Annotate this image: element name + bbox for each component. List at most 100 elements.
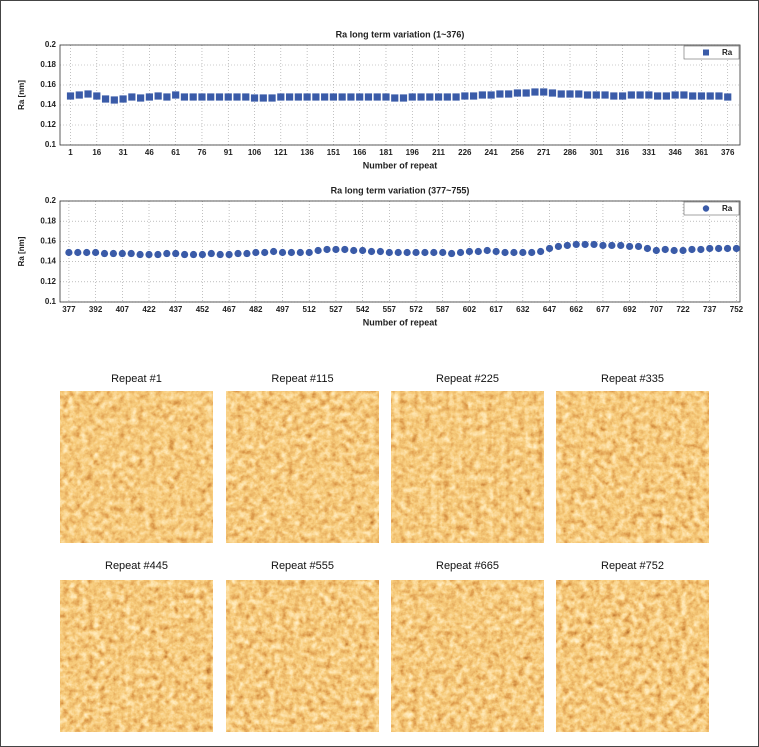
x-tick-label: 31 bbox=[119, 148, 128, 157]
point bbox=[564, 242, 571, 249]
point bbox=[341, 246, 348, 253]
point bbox=[172, 250, 179, 257]
x-tick-label: 512 bbox=[303, 305, 317, 314]
x-tick-label: 647 bbox=[543, 305, 557, 314]
point bbox=[404, 249, 411, 256]
x-tick-label: 16 bbox=[92, 148, 101, 157]
point bbox=[374, 93, 381, 100]
point bbox=[461, 92, 468, 99]
point bbox=[233, 93, 240, 100]
x-tick-label: 677 bbox=[596, 305, 610, 314]
point bbox=[452, 93, 459, 100]
point bbox=[519, 249, 526, 256]
x-tick-label: 722 bbox=[676, 305, 690, 314]
point bbox=[672, 91, 679, 98]
x-tick-label: 617 bbox=[489, 305, 503, 314]
x-tick-label: 166 bbox=[353, 148, 367, 157]
point bbox=[154, 251, 161, 258]
point bbox=[391, 94, 398, 101]
point bbox=[430, 249, 437, 256]
point bbox=[198, 93, 205, 100]
point bbox=[217, 251, 224, 258]
point bbox=[84, 90, 91, 97]
point bbox=[382, 93, 389, 100]
point bbox=[295, 93, 302, 100]
x-tick-label: 572 bbox=[409, 305, 423, 314]
y-tick-label: 0.12 bbox=[40, 120, 56, 129]
image-title: Repeat #555 bbox=[271, 560, 334, 572]
point bbox=[368, 248, 375, 255]
point bbox=[479, 91, 486, 98]
point bbox=[671, 247, 678, 254]
point bbox=[470, 92, 477, 99]
point bbox=[493, 248, 500, 255]
point bbox=[137, 251, 144, 258]
point bbox=[409, 93, 416, 100]
point bbox=[190, 93, 197, 100]
point bbox=[531, 88, 538, 95]
legend-label: Ra bbox=[722, 204, 733, 213]
point bbox=[599, 242, 606, 249]
point bbox=[277, 93, 284, 100]
point bbox=[226, 251, 233, 258]
point bbox=[315, 247, 322, 254]
point bbox=[359, 247, 366, 254]
point bbox=[65, 249, 72, 256]
x-tick-label: 392 bbox=[89, 305, 103, 314]
point bbox=[76, 91, 83, 98]
x-tick-label: 136 bbox=[300, 148, 314, 157]
point bbox=[330, 93, 337, 100]
y-axis-label: Ra [nm] bbox=[17, 80, 26, 110]
point bbox=[386, 249, 393, 256]
point bbox=[488, 91, 495, 98]
point bbox=[181, 93, 188, 100]
point bbox=[558, 90, 565, 97]
point bbox=[439, 249, 446, 256]
afm-image bbox=[391, 580, 544, 732]
legend-marker bbox=[703, 50, 709, 56]
x-tick-label: 407 bbox=[116, 305, 130, 314]
x-tick-label: 361 bbox=[695, 148, 709, 157]
x-tick-label: 557 bbox=[383, 305, 397, 314]
y-tick-label: 0.1 bbox=[45, 140, 57, 149]
point bbox=[546, 245, 553, 252]
y-tick-label: 0.2 bbox=[45, 196, 57, 205]
x-tick-label: 377 bbox=[62, 305, 76, 314]
point bbox=[635, 243, 642, 250]
point bbox=[261, 249, 268, 256]
point bbox=[573, 241, 580, 248]
point bbox=[181, 251, 188, 258]
point bbox=[172, 91, 179, 98]
point bbox=[689, 92, 696, 99]
point bbox=[584, 91, 591, 98]
point bbox=[644, 245, 651, 252]
afm-image bbox=[60, 580, 213, 732]
point bbox=[163, 93, 170, 100]
x-tick-label: 346 bbox=[668, 148, 682, 157]
point bbox=[448, 250, 455, 257]
x-tick-label: 256 bbox=[511, 148, 525, 157]
point bbox=[688, 246, 695, 253]
point bbox=[523, 89, 530, 96]
point bbox=[514, 89, 521, 96]
point bbox=[601, 91, 608, 98]
point bbox=[243, 250, 250, 257]
point bbox=[426, 93, 433, 100]
point bbox=[421, 249, 428, 256]
y-tick-label: 0.18 bbox=[40, 216, 56, 225]
point bbox=[608, 242, 615, 249]
legend-label: Ra bbox=[722, 48, 733, 57]
x-tick-label: 437 bbox=[169, 305, 183, 314]
x-tick-label: 181 bbox=[379, 148, 393, 157]
x-tick-label: 271 bbox=[537, 148, 551, 157]
point bbox=[680, 91, 687, 98]
x-tick-label: 452 bbox=[196, 305, 210, 314]
point bbox=[207, 93, 214, 100]
point bbox=[706, 245, 713, 252]
point bbox=[323, 246, 330, 253]
x-tick-label: 692 bbox=[623, 305, 637, 314]
point bbox=[260, 94, 267, 101]
point bbox=[128, 250, 135, 257]
point bbox=[540, 88, 547, 95]
point bbox=[400, 94, 407, 101]
